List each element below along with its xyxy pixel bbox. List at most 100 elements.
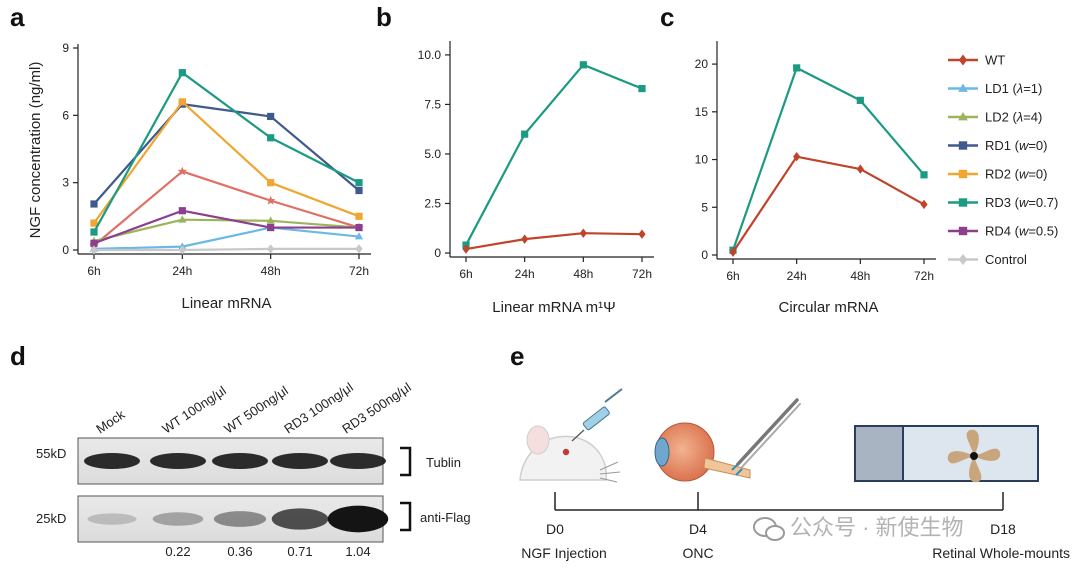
quant-label-0: 0.22 bbox=[165, 544, 190, 559]
x-tick-label-b: 48h bbox=[573, 267, 593, 281]
watermark-text: 公众号 · 新使生物 bbox=[790, 515, 964, 540]
legend-label-6: RD4 (w=0.5) bbox=[985, 224, 1058, 239]
series-b-rd3 bbox=[462, 61, 646, 249]
series-line-b-rd3 bbox=[465, 63, 643, 246]
series-line-a-wt bbox=[93, 170, 360, 247]
x-tick-label-a: 48h bbox=[261, 264, 281, 278]
data-point-a-rd3-1 bbox=[178, 69, 186, 77]
legend-label-4: RD2 (w=0) bbox=[985, 167, 1048, 182]
tublin-bracket bbox=[400, 446, 412, 477]
series-line-a-rd4 bbox=[93, 209, 359, 245]
legend-label-name-6: RD4 ( bbox=[985, 224, 1020, 239]
mouse-injection-illustration bbox=[519, 388, 623, 483]
legend-label-0: WT bbox=[985, 53, 1005, 68]
legend-entry-7: Control bbox=[948, 252, 1027, 267]
series-line-a-control bbox=[94, 247, 359, 252]
y-axis-title-a: NGF concentration (ng/ml) bbox=[27, 62, 44, 239]
chart-c: 0 5 10 15 20 6h 24h 48h 72h Circular mRNA bbox=[695, 41, 936, 316]
series-a-rd1 bbox=[90, 100, 363, 208]
series-c-wt bbox=[729, 152, 928, 257]
forceps-icon bbox=[736, 398, 801, 468]
y-tick-label-c: 0 bbox=[701, 248, 708, 262]
lane-label-2: WT 500ng/μl bbox=[221, 383, 291, 437]
timeline-day-d0: D0 bbox=[546, 521, 564, 537]
y-tick-label-c: 20 bbox=[695, 57, 709, 71]
data-point-a-rd3-0 bbox=[90, 228, 98, 236]
legend-label-param-1: λ bbox=[1016, 81, 1023, 96]
series-b-wt bbox=[462, 228, 646, 254]
series-a-rd2 bbox=[90, 98, 363, 227]
data-point-b-wt-1 bbox=[521, 234, 529, 244]
panel-letter-d: d bbox=[10, 341, 26, 371]
legend-label-3: RD1 (w=0) bbox=[985, 138, 1048, 153]
data-point-a-rd2-2 bbox=[267, 179, 275, 187]
legend-label-rest-2: =4) bbox=[1023, 110, 1042, 125]
x-tick-label-b: 72h bbox=[632, 267, 652, 281]
legend-label-7: Control bbox=[985, 252, 1027, 267]
legend-label-name-3: RD1 ( bbox=[985, 138, 1020, 153]
panel-letter-a: a bbox=[10, 2, 25, 32]
tublin-band-0 bbox=[84, 453, 140, 469]
chart-b: 0 2.5 5.0 7.5 10.0 6h 24h 48h 72h Linear mRNA m¹Ψ bbox=[418, 41, 654, 316]
tublin-band-4 bbox=[330, 453, 386, 469]
data-point-a-control-1 bbox=[178, 245, 186, 255]
legend-label-name-2: LD2 ( bbox=[985, 110, 1017, 125]
legend-entry-4: RD2 (w=0) bbox=[948, 167, 1048, 182]
data-point-c-rd3-1 bbox=[793, 64, 801, 72]
x-tick-label-b: 24h bbox=[515, 267, 535, 281]
legend-label-param-5: w bbox=[1019, 195, 1030, 210]
legend-marker-4 bbox=[958, 169, 968, 179]
tublin-band-1 bbox=[150, 453, 206, 469]
chart-a: 0 3 6 9 6h 24h 48h 72h Linear mRNA NGF concentrat… bbox=[27, 41, 371, 312]
legend-label-rest-6: =0.5) bbox=[1028, 224, 1058, 239]
series-line-a-rd3 bbox=[93, 71, 360, 233]
data-point-c-rd3-2 bbox=[856, 96, 864, 104]
legend-entry-1: LD1 (λ=1) bbox=[948, 81, 1042, 96]
data-point-a-rd2-1 bbox=[178, 98, 186, 106]
legend-entry-5: RD3 (w=0.7) bbox=[948, 195, 1058, 210]
x-axis-title-b: Linear mRNA m¹Ψ bbox=[492, 299, 615, 316]
y-tick-label-a: 3 bbox=[62, 176, 69, 190]
watermark: 公众号 · 新使生物 bbox=[753, 515, 964, 541]
quant-label-1: 0.36 bbox=[227, 544, 252, 559]
legend-entry-2: LD2 (λ=4) bbox=[948, 110, 1042, 125]
data-point-b-rd3-3 bbox=[638, 84, 646, 93]
band-label-flag: anti-Flag bbox=[420, 510, 471, 525]
series-line-c-wt bbox=[732, 155, 925, 253]
retina-slide-illustration bbox=[854, 425, 1039, 483]
x-tick-label-b: 6h bbox=[459, 267, 472, 281]
flag-bracket bbox=[400, 501, 412, 532]
data-point-b-wt-2 bbox=[579, 228, 587, 238]
data-point-a-rd2-0 bbox=[90, 219, 98, 227]
x-tick-label-c: 6h bbox=[726, 269, 739, 283]
legend-label-rest-1: =1) bbox=[1023, 81, 1042, 96]
legend-label-param-6: w bbox=[1019, 224, 1030, 239]
flag-band-3 bbox=[271, 508, 329, 530]
data-point-c-rd3-3 bbox=[920, 171, 928, 179]
size-marker-55kd: 55kD bbox=[36, 446, 66, 461]
timeline: D0 D4 D18 NGF Injection ONC Retinal Whol… bbox=[519, 388, 1070, 561]
series-c-rd3 bbox=[729, 64, 928, 254]
x-tick-label-a: 24h bbox=[172, 264, 192, 278]
data-point-a-rd4-3 bbox=[355, 223, 363, 232]
legend-entry-6: RD4 (w=0.5) bbox=[948, 224, 1058, 239]
data-point-b-rd3-2 bbox=[579, 61, 587, 69]
timeline-day-d4: D4 bbox=[689, 521, 707, 537]
data-point-a-rd3-3 bbox=[355, 179, 363, 187]
data-point-c-wt-2 bbox=[856, 164, 864, 174]
x-tick-label-c: 24h bbox=[787, 269, 807, 283]
data-point-a-control-3 bbox=[355, 244, 363, 254]
data-point-a-rd4-1 bbox=[178, 207, 186, 215]
data-point-a-control-2 bbox=[267, 244, 275, 254]
flag-band-0 bbox=[87, 513, 137, 525]
legend-entry-3: RD1 (w=0) bbox=[948, 138, 1048, 153]
legend-label-name-7: Control bbox=[985, 252, 1027, 267]
data-point-a-wt-1 bbox=[177, 166, 187, 176]
series-a-rd3 bbox=[90, 69, 363, 236]
timeline-label-onc: ONC bbox=[682, 545, 713, 561]
y-tick-label-b: 7.5 bbox=[424, 97, 441, 111]
legend-marker-6 bbox=[958, 226, 968, 236]
data-point-b-wt-3 bbox=[638, 229, 646, 239]
